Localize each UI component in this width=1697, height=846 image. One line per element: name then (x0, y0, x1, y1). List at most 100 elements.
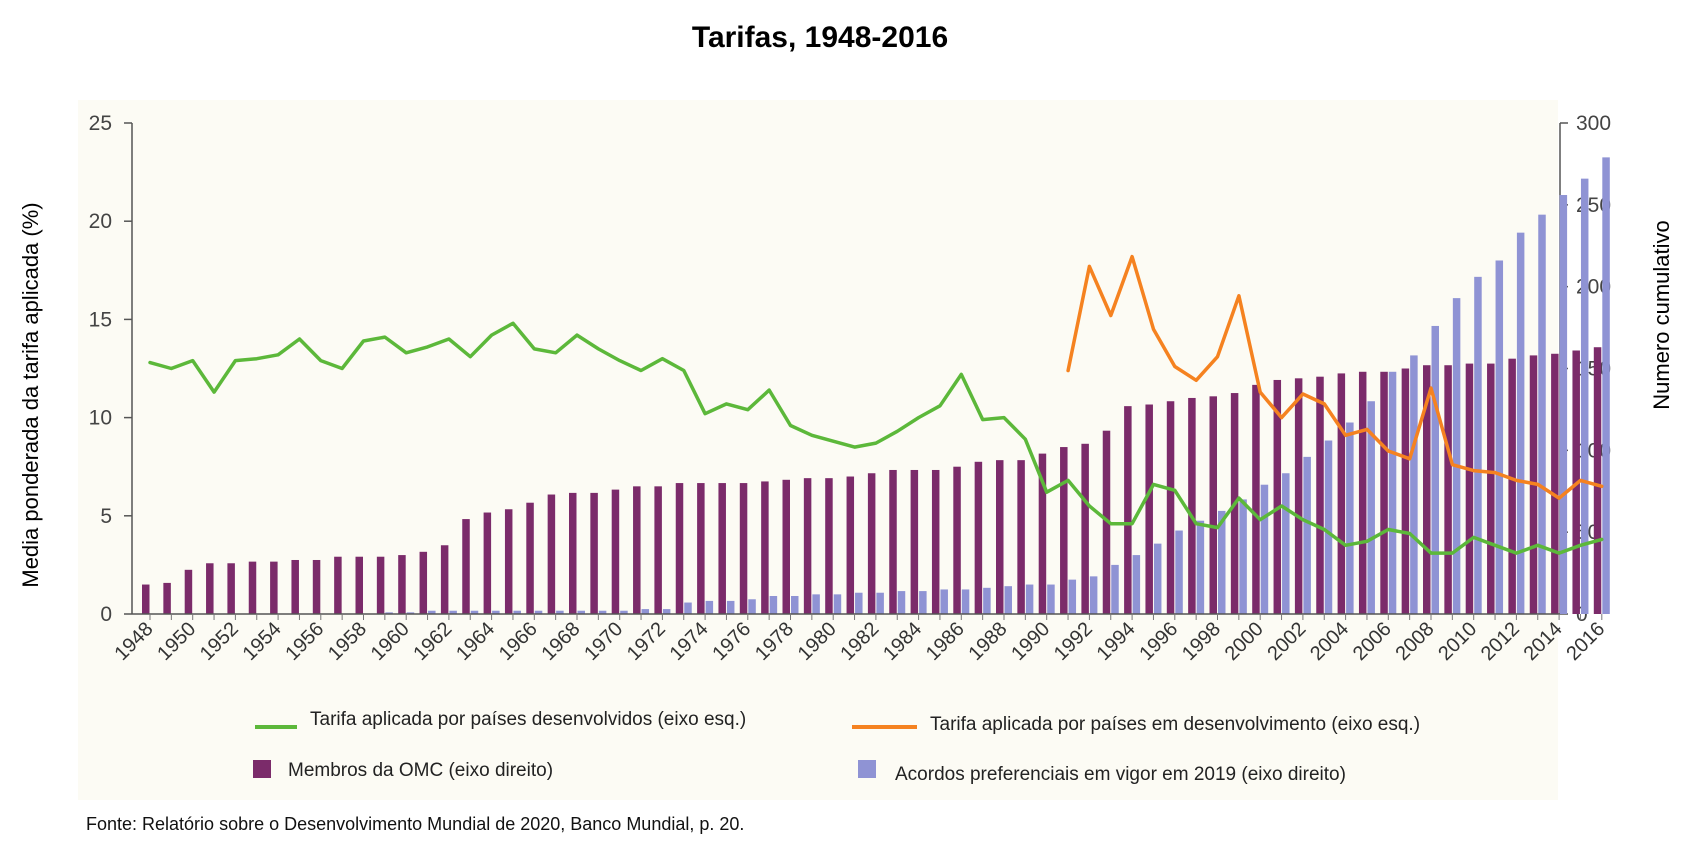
bar-wto-members (1145, 404, 1153, 614)
bar-wto-members (1017, 460, 1025, 614)
bar-wto-members (526, 502, 534, 614)
bar-preferential-agreements (1452, 298, 1461, 614)
bar-wto-members (1380, 371, 1388, 614)
legend-swatch-wto (253, 760, 271, 778)
bar-wto-members (825, 478, 833, 614)
bar-preferential-agreements (1431, 325, 1439, 614)
bar-preferential-agreements (1367, 401, 1375, 614)
bar-wto-members (697, 483, 705, 614)
bar-preferential-agreements (919, 591, 927, 614)
bar-preferential-agreements (1410, 355, 1418, 614)
legend: Tarifa aplicada por países desenvolvidos… (253, 709, 1420, 785)
bar-preferential-agreements (705, 600, 714, 614)
bar-wto-members (761, 481, 769, 614)
bar-wto-members (846, 476, 855, 614)
bar-wto-members (398, 555, 406, 614)
bar-wto-members (547, 494, 556, 614)
bar-preferential-agreements (385, 612, 393, 614)
bar-wto-members (1060, 447, 1068, 614)
bar-wto-members (910, 469, 919, 614)
bar-preferential-agreements (1388, 371, 1397, 614)
bar-preferential-agreements (1239, 499, 1247, 614)
bar-preferential-agreements (1282, 473, 1290, 614)
bar-preferential-agreements (577, 610, 585, 614)
bar-wto-members (376, 556, 385, 614)
y-axis-left: 0 5 10 15 20 25 (89, 112, 133, 626)
bar-wto-members (270, 561, 278, 614)
bar-preferential-agreements (1324, 440, 1333, 614)
bar-preferential-agreements (1196, 520, 1205, 614)
bar-wto-members (248, 561, 257, 614)
bar-preferential-agreements (1260, 484, 1269, 614)
bar-preferential-agreements (1004, 586, 1012, 614)
bar-wto-members (633, 486, 641, 614)
bar-wto-members (867, 473, 876, 614)
y-tick-left-label: 5 (100, 505, 112, 528)
bar-preferential-agreements (1538, 214, 1546, 615)
bar-preferential-agreements (406, 612, 415, 614)
bar-preferential-agreements (1132, 555, 1141, 614)
bar-preferential-agreements (1580, 178, 1589, 614)
bar-wto-members (590, 492, 598, 614)
bar-preferential-agreements (876, 592, 884, 614)
bar-wto-members (483, 512, 492, 614)
line-developed-tariff (148, 321, 1604, 555)
bar-preferential-agreements (428, 610, 436, 614)
legend-label-developed: Tarifa aplicada por países desenvolvidos… (310, 709, 746, 730)
bar-wto-members (1487, 363, 1495, 614)
bar-preferential-agreements (513, 610, 521, 614)
bar-wto-members (462, 519, 470, 614)
bar-preferential-agreements (470, 610, 479, 614)
bar-wto-members (1508, 358, 1516, 614)
bar-wto-members (334, 556, 342, 614)
bar-preferential-agreements (812, 594, 820, 614)
bar-wto-members (1294, 378, 1303, 614)
bar-wto-members (953, 466, 961, 614)
bar-wto-members (996, 460, 1004, 614)
y-tick-left-label: 25 (89, 112, 112, 135)
bar-wto-members (206, 563, 214, 614)
bar-preferential-agreements (1495, 260, 1504, 614)
bar-preferential-agreements (641, 609, 650, 614)
bar-wto-members (419, 551, 428, 614)
bar-wto-members (1273, 379, 1282, 614)
legend-label-wto: Membros da OMC (eixo direito) (288, 760, 553, 781)
bar-wto-members (1444, 365, 1452, 614)
bar-wto-members (569, 492, 577, 614)
bar-wto-members (803, 478, 812, 614)
bar-preferential-agreements (897, 591, 906, 614)
bar-wto-members (1209, 396, 1217, 614)
bar-preferential-agreements (449, 610, 457, 614)
bar-preferential-agreements (1602, 157, 1610, 614)
bar-preferential-agreements (855, 592, 863, 614)
bar-wto-members (440, 545, 449, 614)
bar-preferential-agreements (940, 589, 948, 614)
bar-preferential-agreements (1111, 564, 1119, 614)
bar-preferential-agreements (769, 595, 778, 614)
legend-label-developing: Tarifa aplicada por países em desenvolvi… (930, 714, 1420, 735)
line-series (148, 254, 1604, 555)
bar-wto-members (1188, 397, 1196, 614)
y-axis-left-label: Media ponderada da tarifa aplicada (%) (18, 202, 43, 587)
bar-preferential-agreements (684, 602, 692, 614)
chart-title: Tarifas, 1948-2016 (692, 21, 948, 54)
bar-preferential-agreements (1175, 530, 1183, 614)
legend-swatch-pta (858, 760, 876, 778)
bar-wto-members (889, 469, 897, 614)
bar-wto-members (1593, 347, 1602, 614)
bar-wto-members (1337, 373, 1346, 614)
plot-panel (78, 100, 1558, 800)
bar-preferential-agreements (492, 610, 500, 614)
bar-wto-members (1423, 365, 1431, 614)
bar-preferential-agreements (662, 609, 671, 614)
bar-wto-members (163, 582, 171, 614)
bar-preferential-agreements (1047, 584, 1055, 614)
bar-preferential-agreements (1153, 543, 1162, 614)
bar-wto-members (142, 584, 150, 614)
y-tick-left-label: 10 (89, 407, 112, 430)
bar-wto-members (355, 556, 363, 614)
bar-wto-members (1124, 406, 1132, 614)
bar-preferential-agreements (1068, 579, 1077, 614)
bar-wto-members (1252, 384, 1260, 614)
bar-preferential-agreements (534, 610, 543, 614)
